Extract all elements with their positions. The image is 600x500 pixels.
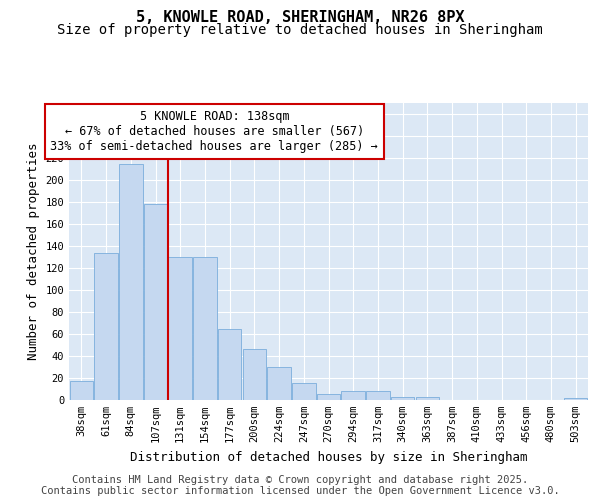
Bar bbox=[169, 257, 192, 400]
Bar bbox=[218, 330, 241, 400]
Bar bbox=[144, 204, 167, 400]
Bar bbox=[193, 257, 217, 400]
Bar bbox=[416, 396, 439, 400]
Text: Size of property relative to detached houses in Sheringham: Size of property relative to detached ho… bbox=[57, 23, 543, 37]
Text: Contains public sector information licensed under the Open Government Licence v3: Contains public sector information licen… bbox=[41, 486, 559, 496]
Text: 5 KNOWLE ROAD: 138sqm
← 67% of detached houses are smaller (567)
33% of semi-det: 5 KNOWLE ROAD: 138sqm ← 67% of detached … bbox=[50, 110, 378, 153]
Bar bbox=[317, 394, 340, 400]
Bar bbox=[366, 391, 389, 400]
Text: 5, KNOWLE ROAD, SHERINGHAM, NR26 8PX: 5, KNOWLE ROAD, SHERINGHAM, NR26 8PX bbox=[136, 10, 464, 25]
Bar bbox=[119, 164, 143, 400]
Bar bbox=[391, 396, 415, 400]
X-axis label: Distribution of detached houses by size in Sheringham: Distribution of detached houses by size … bbox=[130, 450, 527, 464]
Bar bbox=[564, 398, 587, 400]
Bar bbox=[70, 382, 93, 400]
Y-axis label: Number of detached properties: Number of detached properties bbox=[27, 142, 40, 360]
Text: Contains HM Land Registry data © Crown copyright and database right 2025.: Contains HM Land Registry data © Crown c… bbox=[72, 475, 528, 485]
Bar bbox=[292, 384, 316, 400]
Bar bbox=[242, 350, 266, 400]
Bar bbox=[268, 367, 291, 400]
Bar bbox=[94, 254, 118, 400]
Bar bbox=[341, 391, 365, 400]
